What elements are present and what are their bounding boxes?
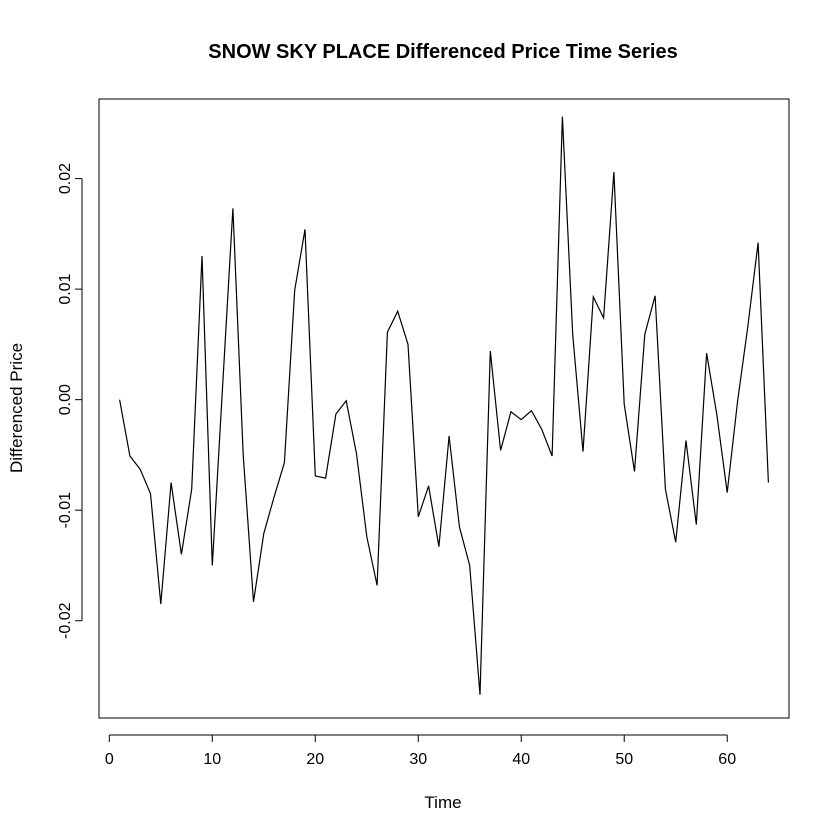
x-tick-label: 20 (306, 751, 324, 768)
x-tick-label: 10 (203, 751, 221, 768)
y-tick-label: -0.02 (57, 602, 74, 639)
y-tick-label: 0.02 (57, 163, 74, 194)
x-tick-label: 0 (105, 751, 114, 768)
series-line (119, 116, 769, 695)
plot-area-frame (98, 98, 790, 719)
chart-marks: 0 10 20 30 40 50 60 -0.02 -0.01 0.00 0.01 0.02 (57, 116, 769, 768)
y-tick-label: 0.01 (57, 273, 74, 304)
x-tick-label: 40 (512, 751, 530, 768)
x-axis-label: Time (424, 793, 461, 812)
y-tick-label: 0.00 (57, 384, 74, 415)
y-axis-label: Differenced Price (7, 343, 26, 473)
chart-title: SNOW SKY PLACE Differenced Price Time Se… (208, 41, 677, 63)
x-tick-label: 60 (718, 751, 736, 768)
y-tick-label: -0.01 (57, 492, 74, 529)
x-tick-label: 30 (409, 751, 427, 768)
x-tick-label: 50 (615, 751, 633, 768)
